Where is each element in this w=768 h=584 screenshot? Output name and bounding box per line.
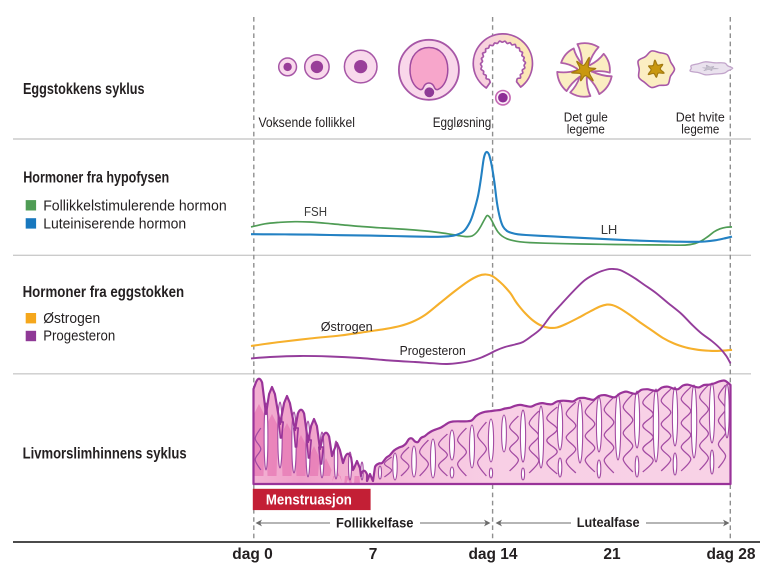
svg-text:FSH: FSH bbox=[304, 204, 327, 219]
svg-text:Det gule: Det gule bbox=[564, 109, 608, 124]
svg-text:dag 28: dag 28 bbox=[706, 546, 755, 563]
svg-text:legeme: legeme bbox=[567, 121, 605, 136]
svg-text:Østrogen: Østrogen bbox=[43, 310, 100, 327]
svg-text:Luteiniserende hormon: Luteiniserende hormon bbox=[43, 215, 186, 232]
svg-text:Follikkelfase: Follikkelfase bbox=[336, 515, 414, 531]
svg-text:Voksende follikkel: Voksende follikkel bbox=[258, 115, 355, 130]
svg-text:Eggløsning: Eggløsning bbox=[433, 115, 492, 130]
svg-text:legeme: legeme bbox=[681, 121, 719, 136]
svg-text:Follikkelstimulerende hormon: Follikkelstimulerende hormon bbox=[43, 197, 227, 214]
svg-text:Lutealfase: Lutealfase bbox=[577, 514, 640, 530]
svg-text:7: 7 bbox=[369, 546, 378, 563]
svg-text:Hormoner fra hypofysen: Hormoner fra hypofysen bbox=[23, 169, 169, 186]
svg-text:Livmorslimhinnens syklus: Livmorslimhinnens syklus bbox=[23, 446, 187, 463]
svg-text:Hormoner fra eggstokken: Hormoner fra eggstokken bbox=[23, 284, 185, 301]
svg-text:Eggstokkens syklus: Eggstokkens syklus bbox=[23, 81, 145, 98]
svg-text:Progesteron: Progesteron bbox=[400, 343, 466, 358]
svg-text:Det hvite: Det hvite bbox=[676, 109, 725, 124]
svg-text:LH: LH bbox=[601, 222, 618, 237]
svg-text:dag 14: dag 14 bbox=[468, 546, 517, 563]
svg-text:21: 21 bbox=[603, 546, 621, 563]
svg-text:Østrogen: Østrogen bbox=[321, 319, 373, 334]
svg-text:dag 0: dag 0 bbox=[232, 546, 272, 563]
svg-text:Progesteron: Progesteron bbox=[43, 328, 115, 345]
svg-text:Menstruasjon: Menstruasjon bbox=[266, 493, 352, 509]
